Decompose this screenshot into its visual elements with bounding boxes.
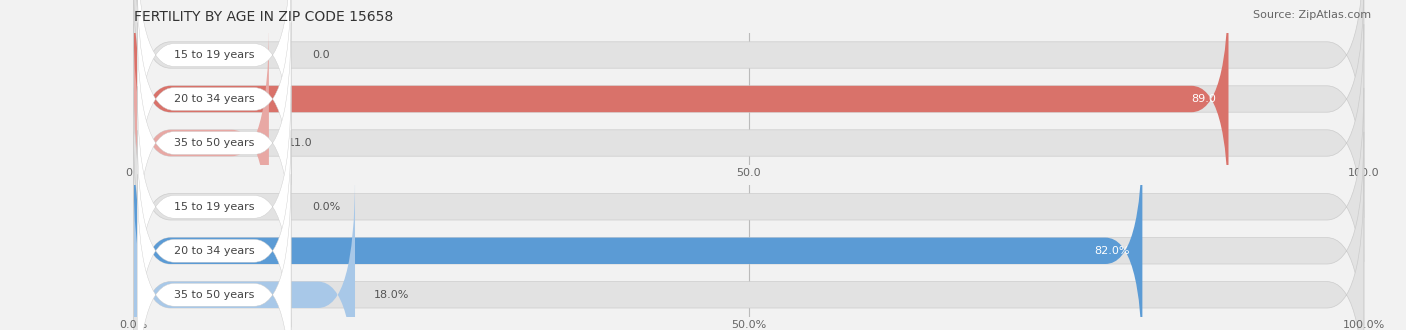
FancyBboxPatch shape bbox=[134, 132, 1364, 330]
Text: 18.0%: 18.0% bbox=[374, 290, 409, 300]
Text: 35 to 50 years: 35 to 50 years bbox=[174, 290, 254, 300]
FancyBboxPatch shape bbox=[138, 174, 291, 330]
Text: 35 to 50 years: 35 to 50 years bbox=[174, 138, 254, 148]
FancyBboxPatch shape bbox=[134, 176, 1364, 330]
FancyBboxPatch shape bbox=[138, 130, 291, 330]
Text: FERTILITY BY AGE IN ZIP CODE 15658: FERTILITY BY AGE IN ZIP CODE 15658 bbox=[134, 10, 392, 24]
Text: 0.0%: 0.0% bbox=[312, 202, 340, 212]
FancyBboxPatch shape bbox=[134, 88, 1364, 326]
Text: 20 to 34 years: 20 to 34 years bbox=[174, 246, 254, 256]
Text: 82.0%: 82.0% bbox=[1095, 246, 1130, 256]
Text: 20 to 34 years: 20 to 34 years bbox=[174, 94, 254, 104]
FancyBboxPatch shape bbox=[138, 0, 291, 176]
Text: Source: ZipAtlas.com: Source: ZipAtlas.com bbox=[1253, 10, 1371, 20]
FancyBboxPatch shape bbox=[138, 0, 291, 219]
FancyBboxPatch shape bbox=[134, 0, 1229, 218]
FancyBboxPatch shape bbox=[134, 0, 1364, 218]
Text: 15 to 19 years: 15 to 19 years bbox=[174, 50, 254, 60]
FancyBboxPatch shape bbox=[134, 24, 269, 262]
FancyBboxPatch shape bbox=[138, 86, 291, 327]
FancyBboxPatch shape bbox=[134, 132, 1142, 330]
Text: 11.0: 11.0 bbox=[287, 138, 312, 148]
FancyBboxPatch shape bbox=[138, 22, 291, 264]
Text: 89.0: 89.0 bbox=[1191, 94, 1216, 104]
FancyBboxPatch shape bbox=[134, 24, 1364, 262]
FancyBboxPatch shape bbox=[134, 176, 354, 330]
Text: 0.0: 0.0 bbox=[312, 50, 329, 60]
FancyBboxPatch shape bbox=[134, 0, 1364, 174]
Text: 15 to 19 years: 15 to 19 years bbox=[174, 202, 254, 212]
